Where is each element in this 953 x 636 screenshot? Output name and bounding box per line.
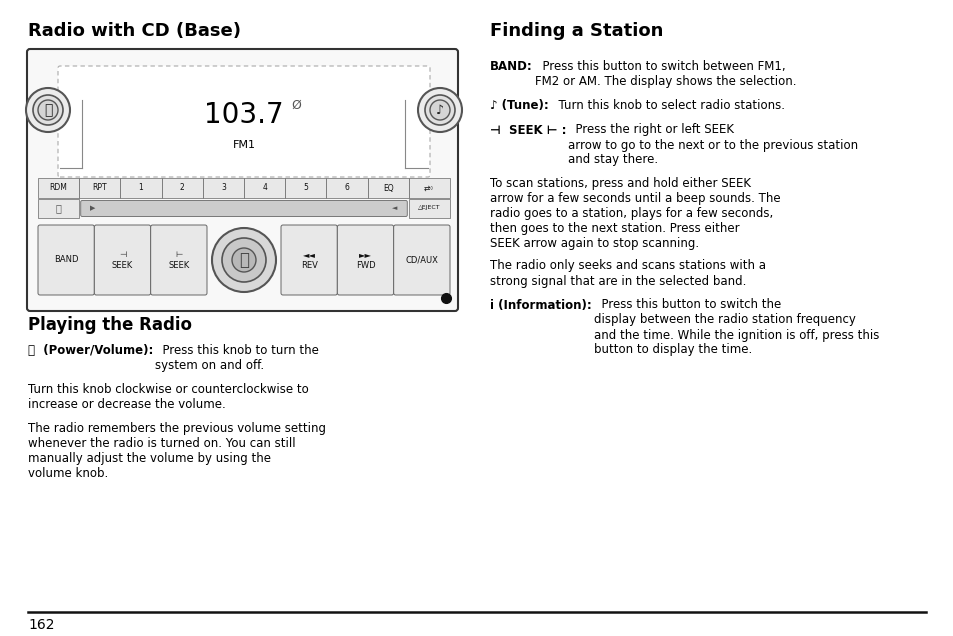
Text: 3: 3 — [221, 184, 226, 193]
Text: Turn this knob clockwise or counterclockwise to
increase or decrease the volume.: Turn this knob clockwise or counterclock… — [28, 383, 309, 411]
Text: 6: 6 — [344, 184, 349, 193]
FancyBboxPatch shape — [27, 49, 457, 311]
FancyBboxPatch shape — [394, 225, 450, 295]
Circle shape — [424, 95, 455, 125]
Bar — [409, 199, 450, 218]
Text: ⊣  SEEK ⊢ :: ⊣ SEEK ⊢ : — [490, 123, 566, 137]
Text: ⊣
SEEK: ⊣ SEEK — [112, 251, 133, 270]
Bar — [326, 178, 367, 198]
Text: Ø: Ø — [291, 99, 300, 111]
Bar — [120, 178, 161, 198]
FancyBboxPatch shape — [281, 225, 337, 295]
Circle shape — [222, 238, 266, 282]
Text: 2: 2 — [179, 184, 184, 193]
Text: CD/AUX: CD/AUX — [405, 256, 437, 265]
FancyBboxPatch shape — [81, 200, 407, 216]
FancyBboxPatch shape — [58, 66, 430, 177]
Text: Press this knob to turn the
system on and off.: Press this knob to turn the system on an… — [155, 344, 319, 372]
FancyBboxPatch shape — [94, 225, 151, 295]
Text: ♪ (Tune):: ♪ (Tune): — [490, 99, 548, 112]
Text: 103.7: 103.7 — [204, 101, 283, 129]
Bar — [161, 178, 203, 198]
Text: Press this button to switch between FM1,
FM2 or AM. The display shows the select: Press this button to switch between FM1,… — [535, 60, 796, 88]
Text: Turn this knob to select radio stations.: Turn this knob to select radio stations. — [550, 99, 784, 112]
FancyBboxPatch shape — [38, 225, 94, 295]
Bar — [203, 178, 244, 198]
Bar — [285, 178, 326, 198]
FancyBboxPatch shape — [151, 225, 207, 295]
Circle shape — [417, 88, 461, 132]
Text: ⏻  (Power/Volume):: ⏻ (Power/Volume): — [28, 344, 153, 357]
Bar — [367, 178, 409, 198]
Text: RPT: RPT — [92, 184, 107, 193]
Text: 4: 4 — [262, 184, 267, 193]
Text: Press the right or left SEEK
arrow to go to the next or to the previous station
: Press the right or left SEEK arrow to go… — [568, 123, 858, 167]
Circle shape — [38, 100, 58, 120]
Text: ►►
FWD: ►► FWD — [355, 251, 375, 270]
Text: The radio only seeks and scans stations with a
strong signal that are in the sel: The radio only seeks and scans stations … — [490, 259, 765, 287]
Text: 5: 5 — [303, 184, 308, 193]
Text: Finding a Station: Finding a Station — [490, 22, 662, 40]
Text: Press this button to switch the
display between the radio station frequency
and : Press this button to switch the display … — [593, 298, 879, 357]
Bar — [244, 178, 285, 198]
Text: FM1: FM1 — [233, 140, 255, 150]
Text: ♪: ♪ — [436, 104, 443, 116]
Circle shape — [232, 248, 255, 272]
Text: ◄: ◄ — [392, 205, 397, 211]
Text: ▶: ▶ — [91, 205, 95, 211]
Bar — [79, 178, 120, 198]
Bar — [38, 178, 79, 198]
Text: RDM: RDM — [50, 184, 68, 193]
Circle shape — [212, 228, 275, 292]
Circle shape — [26, 88, 70, 132]
Text: The radio remembers the previous volume setting
whenever the radio is turned on.: The radio remembers the previous volume … — [28, 422, 326, 480]
Text: BAND: BAND — [54, 256, 78, 265]
Text: 162: 162 — [28, 618, 54, 632]
Text: ◄◄
REV: ◄◄ REV — [300, 251, 317, 270]
Text: ⓘ: ⓘ — [44, 103, 52, 117]
Text: i (Information):: i (Information): — [490, 298, 591, 312]
Circle shape — [33, 95, 63, 125]
Bar — [409, 178, 450, 198]
Circle shape — [430, 100, 450, 120]
Text: Playing the Radio: Playing the Radio — [28, 316, 192, 334]
FancyBboxPatch shape — [337, 225, 394, 295]
Text: 1: 1 — [138, 184, 143, 193]
Text: ⏻: ⏻ — [239, 251, 249, 269]
Text: To scan stations, press and hold either SEEK
arrow for a few seconds until a bee: To scan stations, press and hold either … — [490, 177, 780, 250]
Text: ⇄◦: ⇄◦ — [423, 184, 435, 193]
Text: △EJECT: △EJECT — [417, 205, 440, 211]
Text: EQ: EQ — [382, 184, 393, 193]
Text: ⦿: ⦿ — [55, 203, 62, 213]
Bar — [38, 199, 79, 218]
Text: ⊢
SEEK: ⊢ SEEK — [168, 251, 190, 270]
Text: BAND:: BAND: — [490, 60, 532, 73]
Text: Radio with CD (Base): Radio with CD (Base) — [28, 22, 241, 40]
